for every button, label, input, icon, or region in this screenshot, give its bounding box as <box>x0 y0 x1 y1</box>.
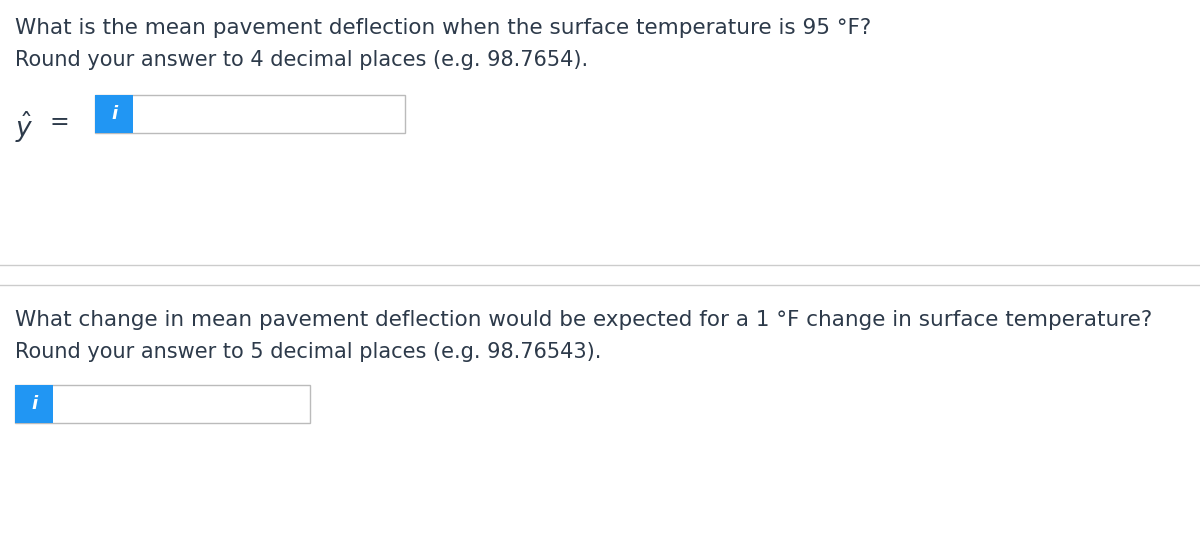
Text: i: i <box>110 105 118 123</box>
Bar <box>95 95 133 133</box>
Text: =: = <box>50 110 70 134</box>
Text: What is the mean pavement deflection when the surface temperature is 95 °F?: What is the mean pavement deflection whe… <box>14 18 871 38</box>
Bar <box>95 95 406 133</box>
Bar <box>14 385 310 423</box>
Text: Round your answer to 5 decimal places (e.g. 98.76543).: Round your answer to 5 decimal places (e… <box>14 342 601 362</box>
Text: $\hat{y}$: $\hat{y}$ <box>14 110 34 145</box>
Text: Round your answer to 4 decimal places (e.g. 98.7654).: Round your answer to 4 decimal places (e… <box>14 50 588 70</box>
Text: What change in mean pavement deflection would be expected for a 1 °F change in s: What change in mean pavement deflection … <box>14 310 1152 330</box>
Bar <box>14 385 53 423</box>
Text: i: i <box>31 395 37 413</box>
